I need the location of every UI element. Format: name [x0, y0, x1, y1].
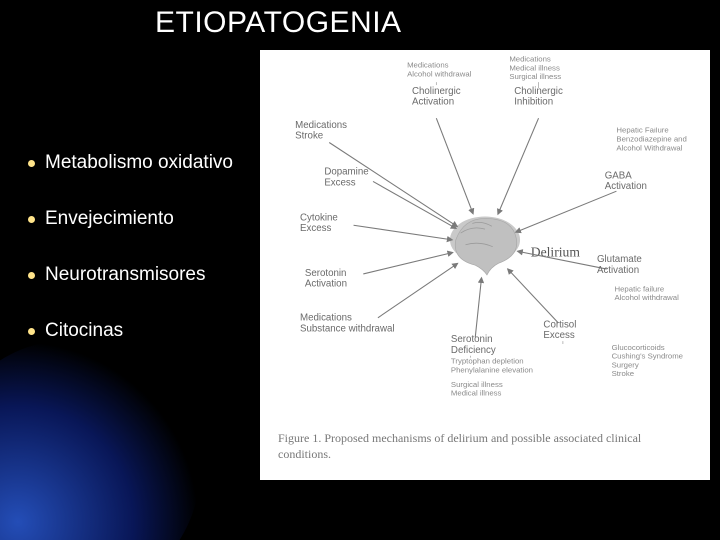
svg-text:Serotonin: Serotonin: [305, 268, 347, 279]
svg-text:Activation: Activation: [412, 97, 454, 108]
svg-text:Cushing's Syndrome: Cushing's Syndrome: [612, 352, 683, 361]
svg-text:Hepatic Failure: Hepatic Failure: [616, 126, 668, 135]
svg-text:Medications: Medications: [509, 55, 551, 64]
list-item: Citocinas: [28, 320, 233, 342]
svg-text:Cortisol: Cortisol: [543, 320, 576, 331]
svg-text:Inhibition: Inhibition: [514, 97, 553, 108]
bullet-icon: [28, 160, 35, 167]
bullet-text: Neurotransmisores: [45, 264, 206, 286]
svg-text:Surgery: Surgery: [612, 360, 639, 369]
brain-icon: [450, 217, 520, 275]
svg-text:Surgical illness: Surgical illness: [509, 72, 561, 81]
svg-text:Excess: Excess: [324, 177, 355, 188]
svg-text:Glucocorticoids: Glucocorticoids: [612, 343, 665, 352]
bullet-icon: [28, 328, 35, 335]
list-item: Metabolismo oxidativo: [28, 152, 233, 174]
figure-panel: Delirium MedicationsStrokeCholinergicAct…: [260, 50, 710, 480]
slide-title: ETIOPATOGENIA: [155, 6, 402, 40]
svg-text:GABA: GABA: [605, 171, 633, 182]
center-label: Delirium: [531, 244, 581, 259]
svg-text:Medications: Medications: [295, 120, 347, 131]
svg-text:Stroke: Stroke: [612, 369, 634, 378]
bullet-list: Metabolismo oxidativo Envejecimiento Neu…: [28, 152, 233, 342]
svg-text:Stroke: Stroke: [295, 131, 323, 142]
list-item: Envejecimiento: [28, 208, 233, 230]
svg-text:Activation: Activation: [605, 181, 647, 192]
svg-text:Alcohol withdrawal: Alcohol withdrawal: [615, 293, 680, 302]
svg-text:Medical illness: Medical illness: [509, 63, 560, 72]
svg-text:Cytokine: Cytokine: [300, 212, 338, 223]
bullet-icon: [28, 216, 35, 223]
svg-text:Benzodiazepine and: Benzodiazepine and: [616, 135, 686, 144]
bullet-icon: [28, 272, 35, 279]
svg-text:Alcohol Withdrawal: Alcohol Withdrawal: [616, 143, 682, 152]
diagram-svg: Delirium MedicationsStrokeCholinergicAct…: [260, 50, 710, 420]
bullet-text: Citocinas: [45, 320, 123, 342]
list-item: Neurotransmisores: [28, 264, 233, 286]
svg-text:Dopamine: Dopamine: [324, 167, 368, 178]
decorative-glow: [0, 340, 200, 540]
svg-text:Activation: Activation: [597, 265, 639, 276]
slide-root: ETIOPATOGENIA Metabolismo oxidativo Enve…: [0, 0, 720, 540]
bullet-text: Metabolismo oxidativo: [45, 152, 233, 174]
svg-text:Serotonin: Serotonin: [451, 334, 493, 345]
svg-text:Excess: Excess: [543, 330, 574, 341]
svg-text:Medical illness: Medical illness: [451, 389, 502, 398]
svg-text:Activation: Activation: [305, 279, 347, 290]
svg-text:Cholinergic: Cholinergic: [514, 86, 563, 97]
svg-text:Glutamate: Glutamate: [597, 254, 642, 265]
svg-text:Excess: Excess: [300, 223, 331, 234]
svg-text:Surgical illness: Surgical illness: [451, 380, 503, 389]
svg-text:Cholinergic: Cholinergic: [412, 86, 461, 97]
bullet-text: Envejecimiento: [45, 208, 174, 230]
svg-text:Phenylalanine elevation: Phenylalanine elevation: [451, 365, 533, 374]
svg-text:Medications: Medications: [300, 313, 352, 324]
svg-text:Deficiency: Deficiency: [451, 345, 496, 356]
svg-text:Hepatic failure: Hepatic failure: [615, 284, 665, 293]
svg-text:Medications: Medications: [407, 61, 449, 70]
svg-text:Substance withdrawal: Substance withdrawal: [300, 323, 395, 334]
svg-text:Alcohol withdrawal: Alcohol withdrawal: [407, 69, 472, 78]
svg-text:Tryptophan depletion: Tryptophan depletion: [451, 357, 524, 366]
figure-caption: Figure 1. Proposed mechanisms of deliriu…: [278, 430, 692, 462]
